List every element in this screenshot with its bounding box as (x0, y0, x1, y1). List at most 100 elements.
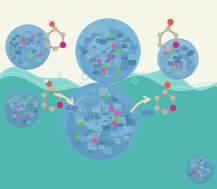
FancyBboxPatch shape (197, 168, 200, 170)
FancyBboxPatch shape (120, 130, 128, 134)
FancyBboxPatch shape (27, 44, 31, 46)
FancyBboxPatch shape (85, 43, 89, 45)
FancyBboxPatch shape (122, 55, 127, 58)
FancyBboxPatch shape (102, 61, 105, 63)
FancyBboxPatch shape (74, 140, 82, 145)
FancyBboxPatch shape (87, 57, 92, 60)
FancyBboxPatch shape (25, 42, 30, 45)
Circle shape (45, 33, 49, 37)
FancyBboxPatch shape (106, 33, 112, 37)
Circle shape (161, 45, 195, 79)
FancyBboxPatch shape (184, 63, 188, 65)
FancyBboxPatch shape (91, 99, 98, 103)
FancyBboxPatch shape (196, 166, 199, 168)
FancyBboxPatch shape (16, 108, 18, 109)
FancyBboxPatch shape (120, 43, 124, 45)
FancyBboxPatch shape (21, 40, 25, 42)
Circle shape (61, 43, 65, 47)
FancyBboxPatch shape (188, 61, 191, 63)
Circle shape (24, 113, 26, 115)
FancyBboxPatch shape (161, 66, 165, 68)
FancyBboxPatch shape (99, 146, 104, 149)
FancyBboxPatch shape (93, 132, 97, 134)
FancyBboxPatch shape (168, 55, 169, 57)
FancyBboxPatch shape (174, 57, 177, 58)
FancyBboxPatch shape (98, 57, 103, 60)
FancyBboxPatch shape (121, 65, 128, 69)
FancyBboxPatch shape (86, 54, 91, 57)
FancyBboxPatch shape (23, 120, 26, 122)
Circle shape (168, 19, 173, 25)
FancyBboxPatch shape (123, 38, 130, 42)
FancyBboxPatch shape (118, 115, 125, 119)
FancyBboxPatch shape (114, 105, 121, 109)
FancyBboxPatch shape (85, 38, 92, 42)
FancyBboxPatch shape (115, 57, 120, 60)
FancyBboxPatch shape (104, 56, 108, 58)
FancyBboxPatch shape (177, 67, 181, 69)
Circle shape (58, 102, 62, 108)
FancyBboxPatch shape (100, 40, 106, 44)
FancyBboxPatch shape (26, 110, 28, 111)
Circle shape (11, 46, 13, 49)
FancyBboxPatch shape (30, 54, 34, 57)
Bar (0, 0, 217, 79)
FancyBboxPatch shape (91, 89, 96, 92)
FancyBboxPatch shape (173, 57, 176, 58)
FancyBboxPatch shape (103, 114, 109, 118)
FancyBboxPatch shape (103, 112, 111, 117)
FancyBboxPatch shape (109, 71, 115, 75)
FancyBboxPatch shape (13, 118, 15, 119)
FancyBboxPatch shape (15, 39, 19, 42)
FancyBboxPatch shape (26, 100, 29, 102)
FancyBboxPatch shape (121, 50, 127, 54)
FancyBboxPatch shape (84, 121, 90, 125)
FancyBboxPatch shape (107, 38, 114, 42)
FancyBboxPatch shape (39, 33, 42, 36)
Circle shape (169, 63, 171, 65)
Circle shape (53, 27, 57, 31)
FancyBboxPatch shape (189, 174, 192, 175)
Circle shape (102, 68, 105, 72)
FancyBboxPatch shape (197, 162, 198, 163)
FancyBboxPatch shape (16, 51, 20, 54)
FancyBboxPatch shape (15, 117, 16, 118)
FancyBboxPatch shape (96, 127, 102, 130)
FancyBboxPatch shape (199, 171, 201, 172)
FancyBboxPatch shape (171, 50, 174, 52)
FancyBboxPatch shape (185, 48, 188, 50)
FancyBboxPatch shape (95, 113, 102, 117)
FancyBboxPatch shape (88, 102, 95, 106)
FancyBboxPatch shape (15, 46, 17, 47)
FancyBboxPatch shape (96, 94, 104, 98)
FancyBboxPatch shape (182, 65, 184, 66)
FancyBboxPatch shape (23, 39, 26, 41)
FancyBboxPatch shape (183, 52, 186, 54)
FancyBboxPatch shape (122, 62, 126, 65)
FancyBboxPatch shape (101, 64, 106, 67)
Bar (0, 167, 217, 189)
FancyBboxPatch shape (186, 65, 188, 66)
Bar (0, 123, 217, 145)
Circle shape (28, 101, 30, 103)
FancyBboxPatch shape (23, 114, 26, 115)
FancyBboxPatch shape (92, 114, 98, 117)
FancyBboxPatch shape (88, 34, 92, 36)
FancyBboxPatch shape (17, 108, 20, 110)
FancyBboxPatch shape (99, 107, 105, 110)
FancyBboxPatch shape (181, 73, 184, 75)
Circle shape (192, 174, 194, 176)
FancyBboxPatch shape (107, 140, 114, 145)
FancyBboxPatch shape (90, 120, 96, 124)
Circle shape (180, 66, 182, 68)
Circle shape (75, 94, 106, 125)
FancyBboxPatch shape (195, 160, 197, 161)
Circle shape (58, 103, 62, 107)
FancyBboxPatch shape (108, 54, 115, 59)
Circle shape (6, 25, 50, 69)
Circle shape (171, 96, 175, 100)
Circle shape (104, 94, 108, 98)
Circle shape (166, 27, 170, 31)
FancyBboxPatch shape (25, 53, 28, 55)
FancyBboxPatch shape (101, 134, 105, 136)
